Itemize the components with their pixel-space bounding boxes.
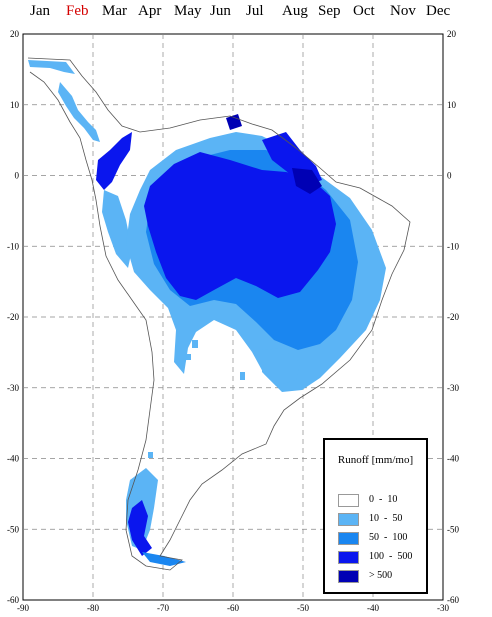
month-tab-oct[interactable]: Oct bbox=[353, 3, 375, 19]
month-tab-jul[interactable]: Jul bbox=[246, 3, 264, 19]
lon-tick-label: -40 bbox=[367, 603, 379, 613]
legend-item: > 500 bbox=[338, 570, 428, 584]
coastline bbox=[27, 57, 411, 571]
runoff-cell bbox=[186, 354, 191, 360]
lat-tick-label: 0 bbox=[447, 171, 452, 181]
legend-item: 50 - 100 bbox=[338, 532, 428, 546]
month-tab-nov[interactable]: Nov bbox=[390, 3, 416, 19]
month-tab-jun[interactable]: Jun bbox=[210, 3, 231, 19]
legend-swatch bbox=[338, 570, 359, 583]
runoff-region-colombia-coast bbox=[96, 132, 132, 190]
lat-tick-label: 10 bbox=[447, 100, 457, 110]
month-tab-mar[interactable]: Mar bbox=[102, 3, 127, 19]
month-selector: Jan Feb Mar Apr May Jun Jul Aug Sep Oct Nov Dec bbox=[0, 3, 492, 27]
runoff-region-southern-brazil bbox=[262, 348, 300, 386]
legend-range-label: 10 - 50 bbox=[369, 513, 403, 524]
lat-tick-label: -60 bbox=[7, 595, 19, 605]
runoff-region-central-america bbox=[58, 82, 100, 142]
lat-tick-label: -40 bbox=[447, 454, 459, 464]
legend-title: Runoff [mm/mo] bbox=[337, 454, 414, 466]
month-tab-dec[interactable]: Dec bbox=[426, 3, 451, 19]
lon-tick-label: -80 bbox=[87, 603, 99, 613]
runoff-region-patagonia-dark bbox=[128, 500, 152, 556]
lat-tick-label: -20 bbox=[447, 312, 459, 322]
legend-swatch bbox=[338, 513, 359, 526]
runoff-regions bbox=[28, 60, 386, 566]
lat-tick-label: 10 bbox=[10, 100, 20, 110]
legend-range-label: 0 - 10 bbox=[369, 494, 398, 505]
runoff-region-caribbean bbox=[28, 60, 75, 74]
runoff-cell bbox=[192, 340, 198, 348]
month-tab-jan[interactable]: Jan bbox=[30, 3, 50, 19]
legend-item: 0 - 10 bbox=[338, 494, 428, 508]
legend-item: 100 - 500 bbox=[338, 551, 428, 565]
lon-tick-label: -30 bbox=[437, 603, 449, 613]
month-tab-may[interactable]: May bbox=[174, 3, 202, 19]
lon-tick-label: -90 bbox=[17, 603, 29, 613]
month-tab-sep[interactable]: Sep bbox=[318, 3, 341, 19]
lat-tick-label: -60 bbox=[447, 595, 459, 605]
legend-swatch bbox=[338, 494, 359, 507]
lat-tick-label: -50 bbox=[7, 524, 19, 534]
lat-tick-label: -20 bbox=[7, 312, 19, 322]
lat-tick-label: -30 bbox=[447, 383, 459, 393]
month-tab-apr[interactable]: Apr bbox=[138, 3, 162, 19]
month-tab-aug[interactable]: Aug bbox=[282, 3, 308, 19]
runoff-region-andes-west bbox=[102, 190, 132, 268]
runoff-cell bbox=[148, 452, 153, 458]
runoff-cell bbox=[240, 372, 245, 380]
month-tab-feb[interactable]: Feb bbox=[66, 3, 89, 19]
lon-tick-label: -60 bbox=[227, 603, 239, 613]
lon-tick-label: -70 bbox=[157, 603, 169, 613]
lat-tick-label: -10 bbox=[447, 241, 459, 251]
lat-tick-label: 20 bbox=[447, 29, 457, 39]
lat-tick-label: -50 bbox=[447, 524, 459, 534]
lat-tick-label: -40 bbox=[7, 454, 19, 464]
legend-range-label: 100 - 500 bbox=[369, 551, 413, 562]
runoff-region-tierra-del-fuego bbox=[142, 552, 186, 566]
legend: Runoff [mm/mo] 0 - 10 10 - 50 50 - 100 100 … bbox=[323, 438, 428, 594]
runoff-region-max-amazon bbox=[292, 168, 322, 194]
legend-item: 10 - 50 bbox=[338, 513, 428, 527]
legend-swatch bbox=[338, 532, 359, 545]
lon-tick-label: -50 bbox=[297, 603, 309, 613]
legend-range-label: > 500 bbox=[369, 570, 393, 581]
legend-range-label: 50 - 100 bbox=[369, 532, 408, 543]
lat-tick-label: 0 bbox=[15, 171, 20, 181]
legend-swatch bbox=[338, 551, 359, 564]
runoff-region-amazon-core bbox=[144, 152, 336, 300]
lat-tick-label: -10 bbox=[7, 241, 19, 251]
lat-tick-label: -30 bbox=[7, 383, 19, 393]
lat-tick-label: 20 bbox=[10, 29, 20, 39]
runoff-region-max-venezuela bbox=[226, 114, 242, 130]
